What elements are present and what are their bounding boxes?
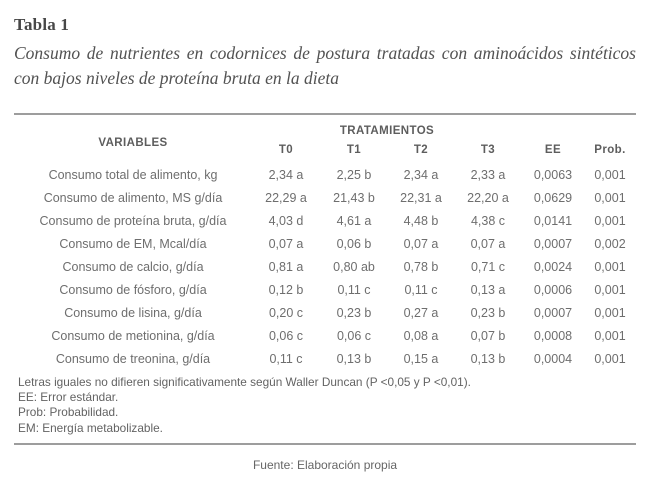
table-row: Consumo de alimento, MS g/día 22,29 a 21,4… (14, 186, 636, 209)
column-header-prob: Prob. (594, 144, 626, 156)
value-cell: 0,71 c (470, 259, 506, 274)
table-label: Tabla 1 (14, 15, 70, 34)
value-cell: 0,11 c (269, 351, 303, 366)
value-cell: 0,0141 (533, 213, 573, 228)
value-cell: 0,0007 (533, 236, 573, 251)
value-cell: 0,11 c (404, 282, 438, 297)
table-body: Consumo total de alimento, kg 2,34 a 2,25 … (14, 163, 636, 370)
value-cell: 0,06 c (336, 328, 372, 343)
value-cell: 0,0008 (533, 328, 573, 343)
table-subtitle: Consumo de nutrientes en codornices de p… (14, 43, 636, 88)
table-row: Consumo de proteína bruta, g/día 4,03 d 4,… (14, 209, 636, 232)
source-caption: Fuente: Elaboración propia (252, 457, 398, 472)
footnote-significance: Letras iguales no difieren significativa… (18, 375, 471, 389)
column-header-t2: T2 (413, 144, 429, 156)
nutrient-table: VARIABLES TRATAMIENTOS T0 T1 T2 T3 EE Pr… (14, 115, 636, 370)
nutrient-table-block: VARIABLES TRATAMIENTOS T0 T1 T2 T3 EE Pr… (14, 113, 636, 445)
value-cell: 0,08 a (403, 328, 439, 343)
footnote-prob: Prob: Probabilidad. (18, 405, 119, 420)
value-cell: 0,11 c (337, 282, 371, 297)
value-cell: 4,61 a (336, 213, 372, 228)
value-cell: 0,06 c (268, 328, 304, 343)
value-cell: 0,002 (594, 236, 626, 251)
variable-name: Consumo total de alimento, kg (48, 167, 218, 182)
value-cell: 0,0063 (533, 167, 573, 182)
table-row: Consumo total de alimento, kg 2,34 a 2,25 … (14, 163, 636, 186)
table-row: Consumo de fósforo, g/día 0,12 b 0,11 c 0,1… (14, 278, 636, 301)
column-header-t1: T1 (346, 144, 362, 156)
value-cell: 0,001 (594, 282, 626, 297)
value-cell: 0,81 a (268, 259, 304, 274)
value-cell: 0,001 (594, 351, 626, 366)
variable-name: Consumo de calcio, g/día (62, 259, 204, 274)
value-cell: 0,0024 (533, 259, 573, 274)
variable-name: Consumo de fósforo, g/día (59, 282, 207, 297)
page: Tabla 1 Consumo de nutrientes en codorni… (14, 15, 636, 472)
value-cell: 0,001 (594, 167, 626, 182)
value-cell: 4,38 c (470, 213, 506, 228)
value-cell: 2,34 a (403, 167, 439, 182)
value-cell: 0,13 b (336, 351, 372, 366)
table-row: Consumo de EM, Mcal/día 0,07 a 0,06 b 0,07 … (14, 232, 636, 255)
column-header-ee: EE (544, 144, 562, 156)
value-cell: 0,0629 (533, 190, 573, 205)
table-row: Consumo de lisina, g/día 0,20 c 0,23 b 0,27… (14, 301, 636, 324)
value-cell: 0,23 b (470, 305, 506, 320)
table-row: Consumo de treonina, g/día 0,11 c 0,13 b 0,… (14, 347, 636, 370)
value-cell: 0,0006 (533, 282, 573, 297)
variable-name: Consumo de alimento, MS g/día (43, 190, 223, 205)
value-cell: 0,12 b (268, 282, 304, 297)
value-cell: 4,03 d (268, 213, 304, 228)
value-cell: 0,20 c (268, 305, 304, 320)
value-cell: 2,25 b (336, 167, 372, 182)
value-cell: 0,001 (594, 305, 626, 320)
variables-column-header: VARIABLES (98, 137, 168, 149)
value-cell: 4,48 b (403, 213, 439, 228)
table-row: Consumo de calcio, g/día 0,81 a 0,80 ab 0,7… (14, 255, 636, 278)
header-spacer-ee (522, 115, 584, 139)
value-cell: 22,29 a (265, 190, 307, 205)
column-header-t0: T0 (278, 144, 294, 156)
value-cell: 22,20 a (467, 190, 509, 205)
value-cell: 0,06 b (336, 236, 372, 251)
value-cell: 0,001 (594, 190, 626, 205)
treatments-group-header: TRATAMIENTOS (339, 125, 435, 137)
value-cell: 0,001 (594, 259, 626, 274)
value-cell: 21,43 b (333, 190, 375, 205)
value-cell: 2,34 a (268, 167, 304, 182)
value-cell: 0,0004 (533, 351, 573, 366)
table-footnotes: Letras iguales no difieren significativa… (14, 370, 636, 443)
table-row: Consumo de metionina, g/día 0,06 c 0,06 c 0… (14, 324, 636, 347)
header-spacer-prob (584, 115, 636, 139)
value-cell: 0,78 b (403, 259, 439, 274)
value-cell: 0,0007 (533, 305, 573, 320)
value-cell: 0,001 (594, 328, 626, 343)
value-cell: 0,001 (594, 213, 626, 228)
variable-name: Consumo de metionina, g/día (51, 328, 215, 343)
value-cell: 0,07 b (470, 328, 506, 343)
value-cell: 0,07 a (470, 236, 506, 251)
variable-name: Consumo de lisina, g/día (64, 305, 202, 320)
value-cell: 0,07 a (268, 236, 304, 251)
variable-name: Consumo de treonina, g/día (55, 351, 211, 366)
value-cell: 22,31 a (400, 190, 442, 205)
footnote-em: EM: Energía metabolizable. (18, 420, 163, 435)
value-cell: 2,33 a (470, 167, 506, 182)
footnote-ee: EE: Error estándar. (18, 390, 119, 405)
table-header: VARIABLES TRATAMIENTOS T0 T1 T2 T3 EE Pr… (14, 115, 636, 163)
column-header-t3: T3 (480, 144, 496, 156)
value-cell: 0,23 b (336, 305, 372, 320)
value-cell: 0,27 a (403, 305, 439, 320)
value-cell: 0,13 b (470, 351, 506, 366)
variable-name: Consumo de EM, Mcal/día (59, 236, 207, 251)
value-cell: 0,15 a (403, 351, 439, 366)
value-cell: 0,80 ab (333, 259, 375, 274)
value-cell: 0,13 a (470, 282, 506, 297)
value-cell: 0,07 a (403, 236, 439, 251)
variable-name: Consumo de proteína bruta, g/día (39, 213, 227, 228)
